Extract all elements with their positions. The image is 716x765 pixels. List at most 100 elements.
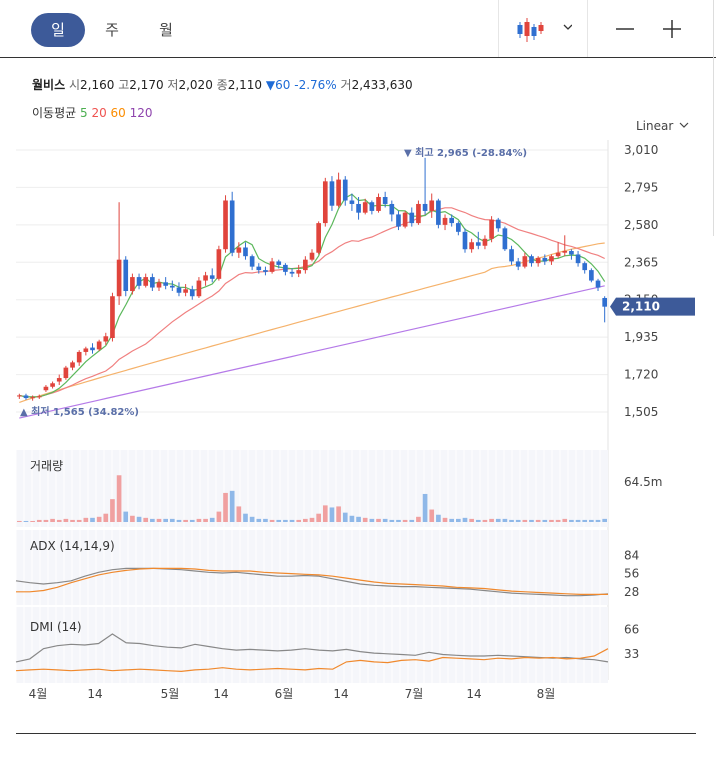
candle-body: [322, 181, 328, 224]
period-tab-month[interactable]: 월: [159, 21, 173, 39]
chevron-down-icon: [563, 24, 573, 30]
candle-body: [602, 297, 608, 307]
volume-bar: [436, 514, 441, 522]
volume-bar: [489, 518, 494, 522]
volume-bar: [469, 518, 474, 522]
scale-mode: Linear: [636, 119, 674, 133]
volume-bar: [196, 518, 202, 522]
volume-bar: [495, 518, 501, 522]
candle-body: [369, 202, 375, 211]
open-label: 시: [68, 78, 80, 92]
volume-bar: [336, 506, 341, 522]
volume-bar: [156, 518, 162, 522]
volume-bar: [203, 518, 208, 522]
volume-bar: [482, 519, 488, 522]
open-value: 2,160: [80, 78, 115, 92]
candle-body: [289, 271, 295, 274]
candle-body: [535, 257, 541, 264]
candle-body: [136, 277, 142, 286]
candle-body: [529, 256, 534, 264]
volume-bar: [130, 515, 135, 522]
x-tick-label: 14: [466, 687, 481, 700]
volume-bar: [143, 517, 149, 522]
period-tab-day[interactable]: 일: [31, 13, 85, 47]
candle-body: [422, 203, 428, 211]
dmi-tick-label: 66: [624, 623, 639, 637]
candle-body: [16, 395, 22, 397]
volume-bar: [116, 475, 122, 522]
volume-bar: [535, 519, 541, 522]
ma-period-5: 5: [80, 106, 92, 120]
candle-body: [356, 203, 361, 213]
volume-bar: [416, 516, 421, 522]
volume-bar: [475, 519, 481, 522]
candle-body: [50, 383, 55, 387]
volume-bar: [309, 517, 315, 522]
volume-bar: [342, 512, 348, 522]
low-annotation: ▲ 최저 1,565 (34.82%): [20, 405, 139, 418]
volume-label: 거: [340, 78, 352, 92]
volume-bar: [163, 518, 168, 522]
ma-label: 이동평균: [32, 106, 77, 120]
candle-body: [562, 250, 568, 253]
volume-tick-label: 64.5m: [624, 475, 662, 489]
candle-body: [336, 179, 341, 206]
moving-average-legend[interactable]: 이동평균 5 20 60 120: [32, 104, 153, 121]
candle-body: [263, 270, 268, 272]
candle-body: [96, 341, 102, 350]
volume-bar: [96, 516, 102, 522]
volume-bar: [602, 518, 608, 522]
adx-tick-label: 56: [624, 567, 639, 581]
chevron-down-icon: [679, 122, 689, 128]
candle-body: [283, 264, 288, 272]
zoom-out-button[interactable]: [610, 12, 640, 46]
volume-title: 거래량: [30, 459, 63, 473]
zoom-in-button[interactable]: [657, 12, 687, 46]
pdi-line: [15, 633, 609, 663]
volume-bar: [409, 519, 415, 522]
candle-body: [276, 261, 282, 265]
volume-bar: [83, 517, 89, 522]
volume-bar: [422, 493, 428, 522]
adx-tick-label: 28: [624, 585, 639, 599]
candle-body: [522, 256, 528, 267]
volume-bar: [276, 519, 282, 522]
volume-bar: [189, 519, 195, 522]
volume-bar: [296, 519, 302, 522]
current-price-tag: [610, 297, 695, 316]
period-tab-week[interactable]: 주: [105, 21, 119, 39]
high-label: 고: [118, 78, 130, 92]
price-tick-label: 2,580: [624, 218, 658, 232]
chart-type-dropdown[interactable]: [512, 12, 573, 46]
volume-bar: [529, 519, 534, 522]
x-tick-label: 7월: [405, 687, 424, 700]
volume-bar: [249, 516, 255, 522]
candle-body: [189, 289, 195, 297]
candle-body: [116, 259, 122, 297]
volume-bar: [542, 519, 548, 522]
volume-bar: [183, 519, 188, 522]
scale-dropdown[interactable]: Linear: [636, 119, 691, 133]
volume-bar: [216, 511, 222, 522]
candle-body: [156, 282, 162, 288]
candle-body: [482, 238, 488, 246]
volume-bar: [36, 519, 42, 522]
change-percent: -2.76%: [294, 78, 337, 92]
x-tick-label: 14: [213, 687, 228, 700]
volume-bar: [329, 507, 335, 522]
volume-bar: [43, 519, 49, 522]
stock-chart[interactable]: 3,0102,7952,5802,3652,1501,9351,7201,505…: [0, 0, 716, 700]
x-tick-label: 6월: [275, 687, 294, 700]
adx-title: ADX (14,14,9): [30, 539, 115, 553]
candle-body: [402, 212, 408, 227]
volume-bar: [589, 519, 594, 522]
divider: [16, 733, 696, 734]
candle-body: [382, 197, 388, 204]
candle-body: [549, 256, 554, 262]
volume-bar: [236, 506, 242, 522]
volume-bar: [569, 519, 574, 522]
candle-body: [502, 228, 508, 250]
price-tick-label: 1,505: [624, 405, 658, 419]
volume-bar: [509, 519, 514, 522]
adxr-line: [16, 567, 608, 595]
